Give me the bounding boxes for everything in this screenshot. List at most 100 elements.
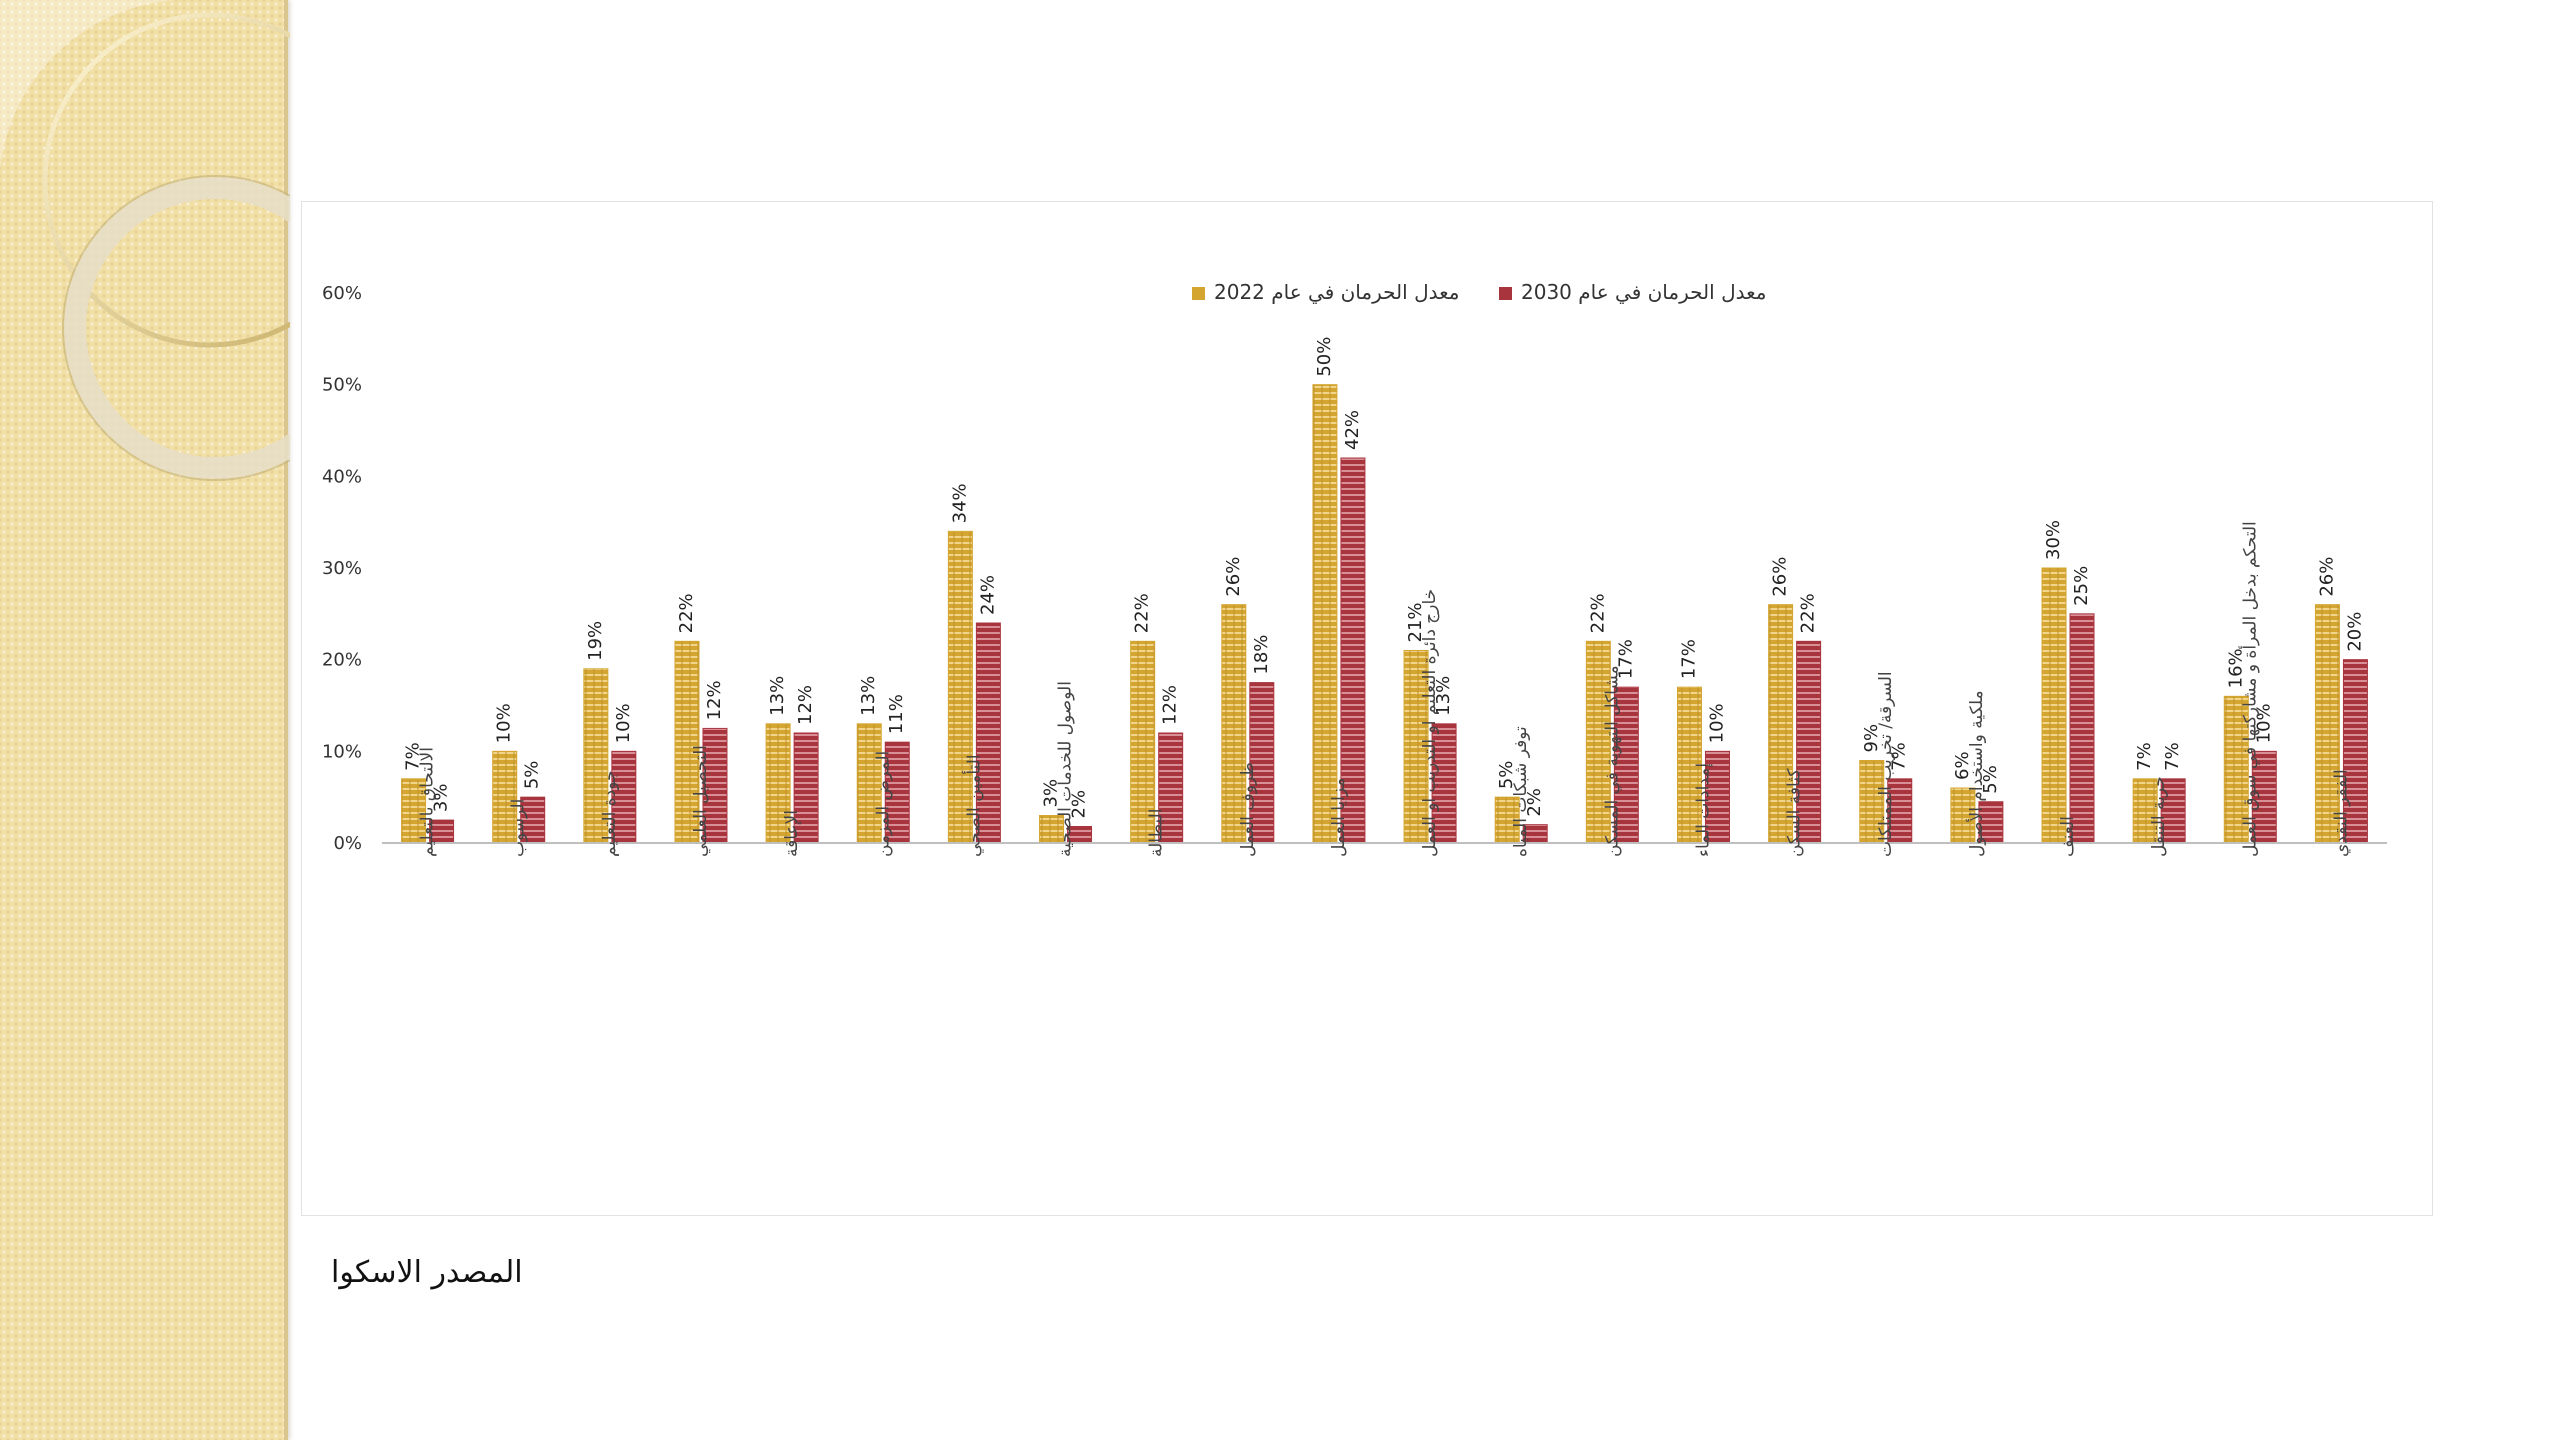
bar <box>1704 750 1730 844</box>
data-label: 5% <box>1980 765 2001 794</box>
data-label: 13% <box>767 676 788 716</box>
x-tick-label: المرض المزمن <box>873 751 893 857</box>
x-tick-label: التحصيل العلمي <box>691 745 711 857</box>
source-caption: المصدر الاسكوا <box>331 1255 523 1290</box>
legend-swatch <box>1499 287 1512 300</box>
y-tick-label: 50% <box>322 375 362 396</box>
legend-swatch <box>1192 287 1205 300</box>
bar <box>1340 457 1366 844</box>
x-axis: الالتحاق بالتعليم الرسوب جودة التعليم التحص… <box>382 521 2387 857</box>
bar <box>856 723 882 844</box>
decorative-rings <box>0 0 290 481</box>
bar <box>2160 778 2186 844</box>
data-label: 20% <box>2344 612 2365 652</box>
data-label: 13% <box>858 676 879 716</box>
x-tick-label: إمدادات الماء <box>1693 763 1713 857</box>
y-axis: 0% 10% 20% 30% 40% 50% 60% <box>322 283 362 854</box>
bar <box>765 723 791 844</box>
x-tick-label: الفقر النقدي <box>2331 769 2351 857</box>
data-label: 6% <box>1952 751 1973 780</box>
bar <box>1768 604 1794 844</box>
bar <box>1978 801 2004 844</box>
bar <box>793 732 819 844</box>
data-label: 22% <box>1587 593 1608 633</box>
data-label: 12% <box>1160 685 1181 725</box>
data-label: 5% <box>522 761 543 790</box>
bar <box>947 530 973 844</box>
y-tick-label: 10% <box>322 741 362 762</box>
data-label: 3% <box>1041 779 1062 808</box>
data-label: 16% <box>2225 648 2246 688</box>
x-tick-label: البطالة <box>1147 809 1167 857</box>
bar <box>1249 682 1275 844</box>
x-tick-label: جودة التعليم <box>600 771 620 857</box>
data-label: 42% <box>1342 410 1363 450</box>
y-tick-label: 30% <box>322 558 362 579</box>
bar <box>1403 650 1429 844</box>
bar <box>492 750 518 844</box>
x-tick-label: الرسوب <box>509 799 529 857</box>
data-label: 34% <box>949 483 970 523</box>
x-tick-label: الالتحاق بالتعليم <box>418 747 438 857</box>
x-tick-label: كثافة السكن <box>1785 768 1805 857</box>
bar <box>2251 750 2277 844</box>
data-label: 2% <box>1069 790 1090 819</box>
x-tick-label: حرية التنقل <box>2149 776 2169 857</box>
data-label: 7% <box>2162 742 2183 771</box>
data-label: 7% <box>1889 742 1910 771</box>
bar <box>1130 640 1156 844</box>
bar <box>611 750 637 844</box>
data-label: 12% <box>704 680 725 720</box>
bar <box>1796 640 1822 844</box>
x-tick-label: العنف <box>2058 816 2078 857</box>
data-label: 19% <box>585 621 606 661</box>
data-label: 22% <box>1798 593 1819 633</box>
decorative-sidebar <box>0 0 290 1440</box>
x-tick-label: خارج دائرة التعليم او التدريب او العمل <box>1420 589 1440 857</box>
data-label: 11% <box>886 694 907 734</box>
data-label: 30% <box>2043 520 2064 560</box>
y-tick-label: 40% <box>322 466 362 487</box>
corner-highlight <box>0 0 200 170</box>
bar <box>1221 604 1247 844</box>
data-label: 10% <box>613 703 634 743</box>
data-label: 26% <box>1223 557 1244 597</box>
data-label: 18% <box>1251 635 1272 675</box>
bar <box>884 741 910 844</box>
x-tick-label: السرقة/ تخريب الممتلكات <box>1876 671 1896 857</box>
bar <box>2041 567 2067 844</box>
bar <box>2132 778 2158 844</box>
bar <box>2069 613 2095 844</box>
y-tick-label: 60% <box>322 283 362 304</box>
x-tick-label: الوصول للخدمات الصحية <box>1056 681 1076 857</box>
data-label: 10% <box>1706 703 1727 743</box>
bar <box>674 640 700 844</box>
data-label: 17% <box>1678 639 1699 679</box>
bar <box>1887 778 1913 844</box>
x-tick-label: توفر شبكات المياه <box>1511 726 1531 857</box>
data-label: 7% <box>2134 742 2155 771</box>
data-label: 2% <box>1524 788 1545 817</box>
y-tick-label: 0% <box>333 833 362 854</box>
data-label: 25% <box>2071 566 2092 606</box>
data-label: 50% <box>1314 337 1335 377</box>
bar <box>2223 695 2249 844</box>
x-tick-label: التحكم بدخل المرأة و مشاركتها في سوق الع… <box>2238 521 2260 857</box>
bar <box>583 668 609 844</box>
bar-chart: معدل الحرمان في عام 2022 معدل الحرمان في … <box>322 280 2387 857</box>
data-label: 22% <box>676 593 697 633</box>
data-label: 22% <box>1132 593 1153 633</box>
bar <box>1585 640 1611 844</box>
y-tick-label: 20% <box>322 650 362 671</box>
x-tick-label: مشاكل التهوية في المسكن <box>1602 665 1622 857</box>
data-label: 12% <box>795 685 816 725</box>
chart-container: معدل الحرمان في عام 2022 معدل الحرمان في … <box>301 201 2433 1216</box>
x-tick-label: مزايا العمل <box>1329 778 1349 857</box>
chart-legend: معدل الحرمان في عام 2022 معدل الحرمان في … <box>1192 280 1766 305</box>
data-label: 26% <box>1770 557 1791 597</box>
bar <box>975 622 1001 844</box>
large-ring <box>42 12 290 348</box>
data-label: 17% <box>1615 639 1636 679</box>
legend-label: معدل الحرمان في عام 2022 <box>1214 280 1459 305</box>
legend-label: معدل الحرمان في عام 2030 <box>1521 280 1766 305</box>
